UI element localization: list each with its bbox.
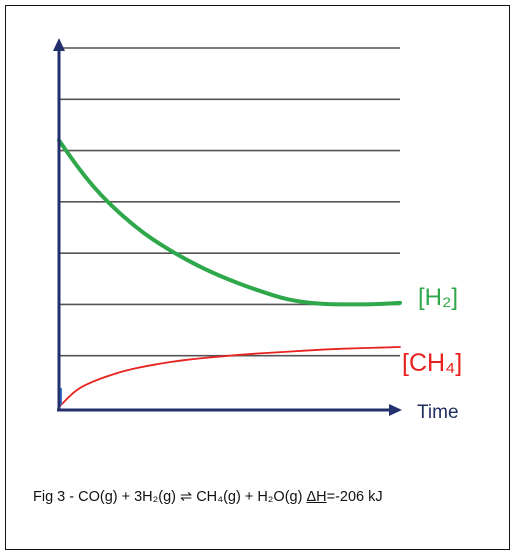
series-labels: [H₂] [CH₄]: [402, 284, 462, 377]
x-axis-arrow-icon: [389, 404, 402, 416]
x-axis-label: Time: [417, 402, 459, 423]
y-axis-arrow-icon: [53, 38, 65, 51]
axes: [53, 38, 402, 416]
figure-frame: [5, 5, 510, 550]
reaction-chart: Time [H₂] [CH₄]: [53, 38, 462, 423]
series-line-ch4: [58, 346, 401, 408]
series-label-ch4: [CH₄]: [402, 349, 462, 377]
figure-caption: Fig 3 - CO(g) + 3H₂(g) ⇌ CH₄(g) + H₂O(g)…: [33, 489, 383, 505]
caption-equation: Fig 3 - CO(g) + 3H₂(g) ⇌ CH₄(g) + H₂O(g): [33, 489, 307, 505]
series-lines: [57, 138, 402, 408]
series-label-h2: [H₂]: [418, 284, 458, 311]
caption-value: =-206 kJ: [326, 489, 383, 505]
caption-delta-h: ΔH: [306, 489, 327, 505]
series-line-h2: [57, 138, 402, 307]
